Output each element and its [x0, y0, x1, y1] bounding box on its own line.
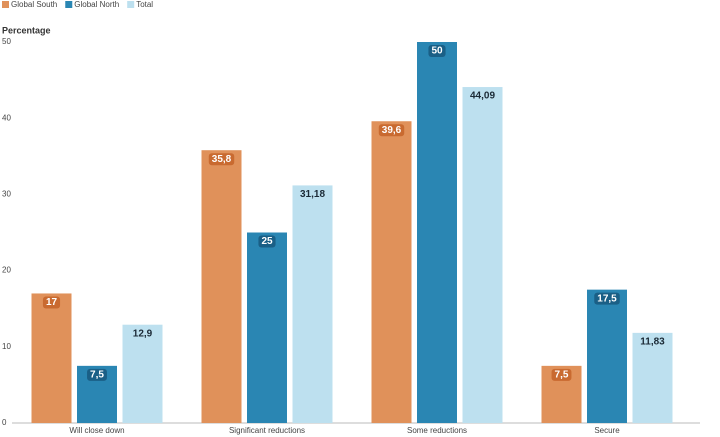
y-tick-label: 0 — [2, 418, 7, 427]
y-tick-label: 30 — [2, 190, 11, 199]
bar — [292, 185, 333, 423]
bar — [122, 324, 163, 423]
value-label-badge — [551, 368, 572, 381]
value-label-badge — [258, 235, 276, 248]
legend-swatch — [65, 1, 73, 8]
legend-swatch — [127, 1, 135, 8]
value-label: 39,6 — [382, 125, 402, 136]
x-tick-label: Secure — [594, 426, 620, 435]
bar — [417, 42, 457, 423]
value-label: 35,8 — [212, 154, 232, 165]
y-tick-label: 10 — [2, 342, 11, 351]
value-label-badge — [87, 368, 107, 381]
bar — [462, 87, 503, 423]
x-tick-label: Some reductions — [407, 426, 467, 435]
bar — [247, 232, 287, 423]
bar — [371, 121, 412, 424]
bar — [587, 289, 627, 423]
value-label-badge — [42, 296, 61, 309]
value-label-badge — [428, 45, 446, 57]
bar — [201, 150, 242, 424]
y-tick-label: 50 — [2, 37, 11, 46]
value-label: 31,18 — [300, 189, 325, 200]
y-tick-label: 20 — [2, 266, 11, 275]
legend-label: Global North — [74, 0, 119, 9]
value-label: 11,83 — [640, 336, 665, 347]
value-label-badge — [378, 124, 405, 137]
y-tick-label: 40 — [2, 113, 11, 122]
value-label: 7,5 — [555, 369, 569, 380]
value-label: 17 — [46, 297, 58, 308]
bar — [31, 293, 72, 423]
value-label-badge — [594, 292, 620, 305]
legend-label: Total — [136, 0, 153, 9]
legend-swatch — [2, 1, 9, 8]
value-label: 44,09 — [470, 91, 495, 102]
x-tick-label: Will close down — [69, 426, 124, 435]
value-label: 17,5 — [597, 293, 617, 304]
value-label: 50 — [431, 46, 443, 57]
value-label: 12,9 — [133, 328, 153, 339]
y-axis-title: Percentage — [2, 25, 51, 35]
bar — [632, 332, 673, 423]
value-label: 25 — [261, 236, 273, 247]
x-tick-label: Significant reductions — [229, 426, 305, 435]
value-label-badge — [208, 153, 235, 166]
legend-label: Global South — [11, 0, 57, 9]
value-label: 7,5 — [90, 369, 104, 380]
